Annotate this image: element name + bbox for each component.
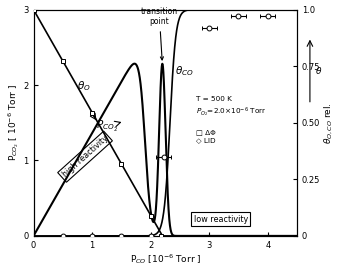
Text: low reactivity: low reactivity — [194, 215, 248, 224]
Text: transition
point: transition point — [141, 7, 178, 60]
Y-axis label: P$_{CO_2}$ [ 10$^{-6}$ Torr ]: P$_{CO_2}$ [ 10$^{-6}$ Torr ] — [5, 84, 20, 161]
Text: $P_{CO_2}$: $P_{CO_2}$ — [96, 119, 118, 134]
Text: high reactivity: high reactivity — [61, 134, 109, 180]
Text: T = 500 K
$P_{O_2}$=2.0×10$^{-6}$ Torr

□ ΔΦ
◇ LID: T = 500 K $P_{O_2}$=2.0×10$^{-6}$ Torr □… — [196, 96, 267, 143]
X-axis label: P$_{CO}$ [10$^{-6}$ Torr ]: P$_{CO}$ [10$^{-6}$ Torr ] — [130, 252, 201, 267]
Text: $\theta_O$: $\theta_O$ — [77, 80, 91, 94]
Y-axis label: $\theta_{O,CO}$ rel.: $\theta_{O,CO}$ rel. — [323, 102, 336, 144]
Text: $\theta$: $\theta$ — [315, 65, 322, 76]
Text: $\theta_{CO}$: $\theta_{CO}$ — [175, 64, 194, 78]
